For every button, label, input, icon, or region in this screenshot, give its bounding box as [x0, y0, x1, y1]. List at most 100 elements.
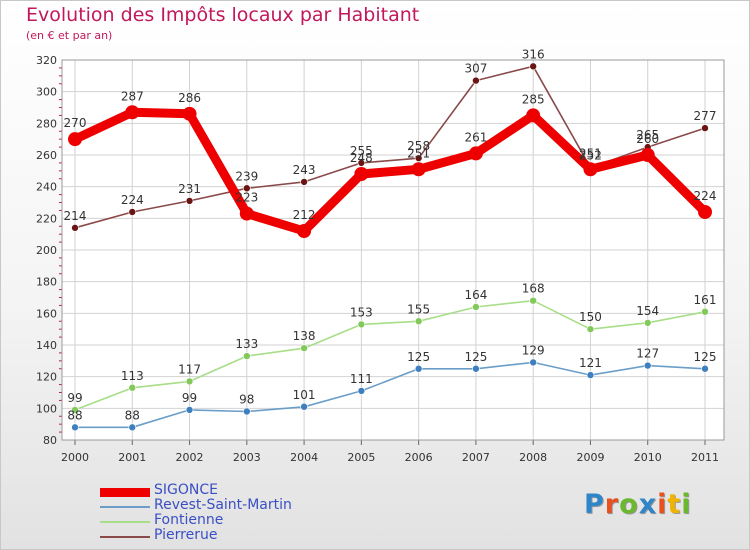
data-point: [701, 124, 709, 132]
legend-label-revest-saint-martin: Revest-Saint-Martin: [154, 497, 292, 513]
data-point: [128, 208, 137, 216]
x-tick-label: 2006: [405, 451, 433, 464]
data-label: 155: [407, 302, 430, 316]
data-label: 243: [293, 163, 316, 177]
data-label: 138: [293, 329, 316, 343]
data-label: 111: [350, 372, 373, 386]
x-tick-label: 2010: [634, 451, 662, 464]
data-label: 161: [694, 293, 717, 307]
data-point: [640, 148, 655, 162]
data-label: 129: [522, 343, 545, 357]
data-point: [239, 206, 254, 221]
data-point: [529, 296, 537, 305]
data-label: 125: [407, 350, 430, 364]
data-point: [300, 402, 308, 411]
data-label: 224: [694, 189, 717, 203]
data-point: [243, 352, 251, 360]
data-point: [182, 106, 197, 121]
y-tick-label: 80: [43, 434, 57, 447]
data-point: [468, 146, 483, 161]
data-point: [357, 159, 366, 167]
logo-letter: P: [584, 489, 605, 520]
logo-letter: i: [657, 489, 668, 520]
legend-label-sigonce: SIGONCE: [154, 482, 218, 498]
legend-swatch-revest-saint-martin: [100, 506, 150, 508]
data-point: [529, 62, 537, 71]
y-tick-label: 220: [36, 212, 57, 225]
data-label: 251: [579, 146, 602, 160]
y-tick-label: 180: [36, 276, 57, 289]
data-label: 231: [178, 182, 201, 196]
y-tick-label: 140: [36, 339, 57, 352]
x-tick-label: 2000: [61, 451, 89, 464]
data-label: 212: [293, 208, 316, 222]
data-label: 133: [235, 337, 258, 351]
y-tick-label: 160: [36, 307, 57, 320]
data-point: [71, 423, 79, 432]
legend-label-pierrerue: Pierrerue: [154, 527, 218, 543]
data-label: 248: [350, 151, 373, 165]
series-line-0: [73, 107, 709, 236]
data-label: 113: [121, 369, 144, 383]
data-label: 125: [694, 350, 717, 364]
data-point: [414, 154, 423, 162]
data-label: 88: [125, 408, 140, 422]
data-point: [300, 178, 308, 186]
data-point: [414, 317, 423, 326]
data-point: [243, 184, 251, 193]
y-tick-label: 280: [36, 117, 57, 130]
data-point: [472, 303, 480, 311]
data-point: [643, 361, 652, 370]
data-label: 270: [64, 116, 87, 130]
data-label: 285: [522, 92, 545, 106]
data-point: [414, 364, 423, 373]
data-label: 261: [464, 130, 487, 144]
data-point: [357, 387, 366, 395]
x-tick-label: 2001: [118, 451, 146, 464]
logo-letter: t: [667, 489, 682, 520]
logo-letter: x: [638, 489, 658, 520]
x-tick-label: 2004: [290, 451, 318, 464]
data-point: [701, 307, 709, 316]
data-labels: 270 287 286 223 212 248 251 261 285 251 260 224 88 88…: [64, 47, 717, 422]
legend-swatch-sigonce: [100, 487, 150, 497]
data-label: 98: [239, 393, 254, 407]
chart-subtitle: (en € et par an): [26, 29, 113, 42]
data-label: 286: [178, 91, 201, 105]
legend-swatch-pierrerue: [100, 536, 150, 538]
data-point: [128, 423, 137, 432]
data-point: [128, 383, 137, 392]
data-label: 223: [235, 191, 258, 205]
data-label: 214: [64, 209, 87, 223]
data-point: [529, 358, 537, 367]
data-point: [243, 407, 251, 416]
data-label: 168: [522, 282, 545, 296]
data-label: 117: [178, 362, 201, 376]
y-tick-label: 300: [36, 86, 57, 99]
data-label: 239: [235, 169, 258, 183]
axes: 80 100 120 140 160 180 200 220 240 260 280 300 320 20…: [36, 54, 725, 464]
data-label: 153: [350, 305, 373, 319]
legend-swatch-fontienne: [100, 521, 150, 523]
data-label: 101: [293, 388, 316, 402]
data-point: [643, 319, 652, 327]
data-label: 99: [182, 391, 197, 405]
data-point: [583, 162, 598, 177]
logo-letter: i: [681, 489, 692, 520]
x-tick-label: 2011: [691, 451, 719, 464]
data-point: [68, 132, 82, 147]
data-point: [185, 406, 194, 414]
data-point: [526, 108, 541, 123]
proxiti-logo: Proxiti: [584, 489, 692, 520]
data-point: [698, 205, 712, 219]
data-point: [300, 344, 308, 352]
data-label: 164: [464, 288, 487, 302]
data-point: [297, 224, 312, 238]
data-label: 224: [121, 193, 144, 207]
y-tick-label: 200: [36, 244, 57, 257]
data-point: [125, 105, 140, 120]
x-tick-label: 2008: [519, 451, 547, 464]
data-point: [472, 76, 480, 85]
y-tick-label: 260: [36, 149, 57, 162]
